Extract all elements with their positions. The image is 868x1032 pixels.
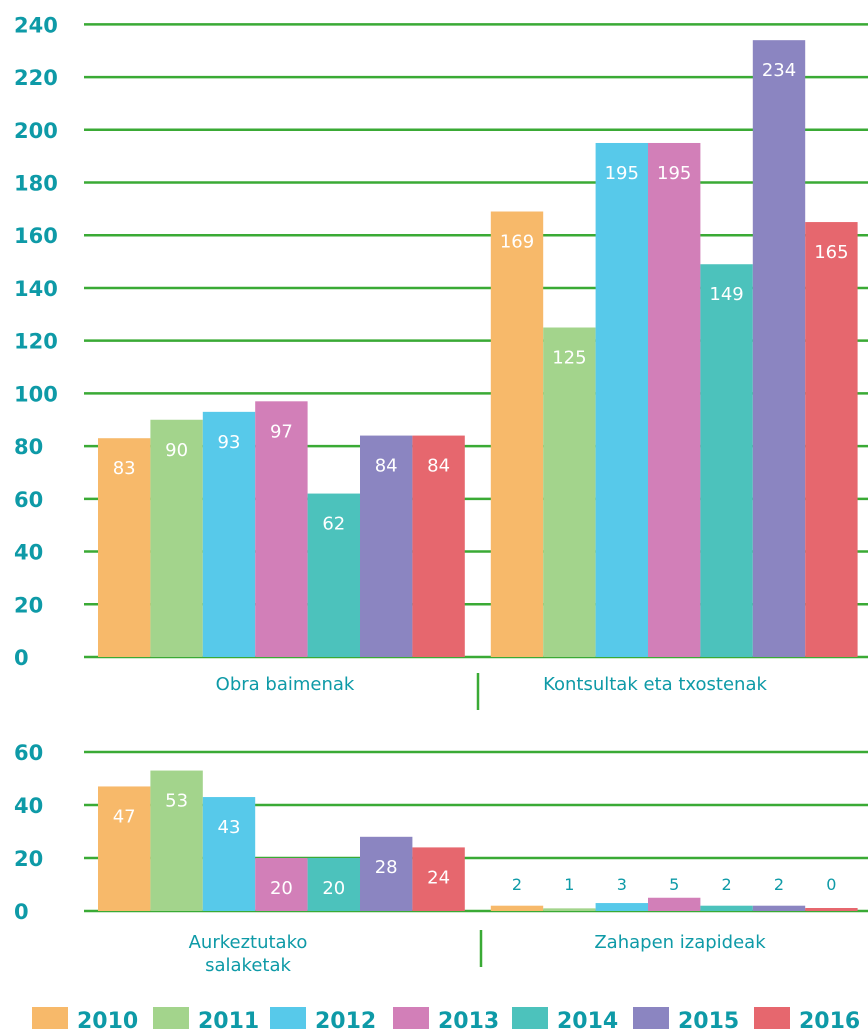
legend-label-2014: 2014 <box>557 1009 618 1032</box>
top-value-label: 83 <box>113 458 136 479</box>
top-value-label: 84 <box>375 456 398 477</box>
top-bar-2015 <box>752 40 806 657</box>
bottom-value-label: 20 <box>322 878 345 899</box>
top-value-label: 165 <box>814 242 848 263</box>
legend-swatch-2015 <box>633 1007 669 1029</box>
bottom-value-label: 3 <box>617 875 627 894</box>
legend-swatch-2014 <box>512 1007 548 1029</box>
top-y-tick-label: 0 <box>14 646 29 670</box>
top-bar-2014 <box>307 493 360 657</box>
top-bar-2015 <box>360 435 413 657</box>
legend-label-2015: 2015 <box>678 1009 739 1032</box>
bottom-bar-2013 <box>648 897 701 911</box>
bottom-y-tick-label: 40 <box>14 794 43 818</box>
bottom-y-tick-label: 20 <box>14 847 43 871</box>
top-value-label: 195 <box>605 163 639 184</box>
top-value-label: 97 <box>270 421 293 442</box>
bottom-bar-2014 <box>307 858 360 911</box>
top-y-tick-label: 140 <box>14 277 58 301</box>
legend-label-2012: 2012 <box>315 1009 376 1032</box>
top-bar-2011 <box>150 419 203 657</box>
top-bar-2012 <box>202 411 256 657</box>
top-y-tick-label: 60 <box>14 488 43 512</box>
top-y-tick-label: 20 <box>14 593 43 617</box>
top-bar-2012 <box>595 142 648 658</box>
bottom-value-label: 24 <box>427 867 450 888</box>
top-y-tick-label: 40 <box>14 541 43 565</box>
bottom-value-label: 2 <box>722 875 732 894</box>
legend-swatch-2013 <box>393 1007 429 1029</box>
top-y-tick-label: 180 <box>14 172 58 196</box>
top-y-tick-label: 80 <box>14 435 43 459</box>
bottom-value-label: 1 <box>564 875 574 894</box>
category-label: Kontsultak eta txostenak <box>543 674 767 695</box>
bottom-bar-2013 <box>255 858 308 911</box>
bottom-bar-2016-baseline <box>805 908 858 911</box>
top-y-tick-label: 220 <box>14 66 58 90</box>
top-y-tick-label: 160 <box>14 224 58 248</box>
legend-label-2011: 2011 <box>198 1009 259 1032</box>
category-label: Obra baimenak <box>216 674 355 695</box>
category-label: salaketak <box>205 955 291 976</box>
top-value-label: 90 <box>165 440 188 461</box>
bottom-value-label: 47 <box>113 806 136 827</box>
bottom-bar-2015 <box>360 836 413 911</box>
bottom-bar-2011 <box>543 908 596 911</box>
top-y-tick-label: 120 <box>14 330 58 354</box>
top-y-tick-label: 240 <box>14 13 58 37</box>
bottom-y-tick-label: 60 <box>14 741 43 765</box>
top-y-tick-label: 100 <box>14 382 58 406</box>
bottom-bar-2012 <box>595 903 648 911</box>
legend-label-2016: 2016 <box>799 1009 860 1032</box>
top-bar-2014 <box>700 264 753 657</box>
top-y-tick-label: 200 <box>14 119 58 143</box>
legend-label-2010: 2010 <box>77 1009 138 1032</box>
top-value-label: 234 <box>762 60 796 81</box>
top-value-label: 125 <box>552 348 586 369</box>
top-value-label: 62 <box>322 514 345 535</box>
bottom-value-label: 5 <box>669 875 679 894</box>
category-label: Zahapen izapideak <box>594 932 766 953</box>
bottom-bar-2011 <box>150 770 203 911</box>
top-value-label: 84 <box>427 456 450 477</box>
bottom-value-label: 20 <box>270 878 293 899</box>
top-bar-2013 <box>648 142 701 658</box>
top-bar-2010 <box>490 211 544 658</box>
top-bar-2011 <box>543 327 596 657</box>
top-value-label: 169 <box>500 232 534 253</box>
bottom-value-label: 2 <box>774 875 784 894</box>
bottom-value-label: 0 <box>826 875 836 894</box>
bottom-bar-2015 <box>752 905 806 911</box>
bottom-bar-2016 <box>412 847 465 911</box>
legend-swatch-2016 <box>754 1007 790 1029</box>
bottom-value-label: 28 <box>375 857 398 878</box>
category-label: Aurkeztutako <box>189 932 308 953</box>
top-value-label: 149 <box>709 284 743 305</box>
bottom-bar-2010 <box>98 786 151 911</box>
bottom-value-label: 53 <box>165 791 188 812</box>
bottom-bar-2010 <box>490 905 544 911</box>
bottom-bar-2014 <box>700 905 753 911</box>
legend-swatch-2010 <box>32 1007 68 1029</box>
legend-swatch-2011 <box>153 1007 189 1029</box>
bottom-value-label: 2 <box>512 875 522 894</box>
top-bar-2016 <box>412 435 465 657</box>
bottom-bar-2012 <box>202 797 256 911</box>
top-bar-2013 <box>255 401 308 657</box>
top-bar-2016 <box>805 222 858 657</box>
top-value-label: 93 <box>218 432 241 453</box>
legend-swatch-2012 <box>270 1007 306 1029</box>
top-value-label: 195 <box>657 163 691 184</box>
top-bar-2010 <box>98 438 151 657</box>
bottom-value-label: 43 <box>218 817 241 838</box>
legend-label-2013: 2013 <box>438 1009 499 1032</box>
bottom-y-tick-label: 0 <box>14 900 29 924</box>
